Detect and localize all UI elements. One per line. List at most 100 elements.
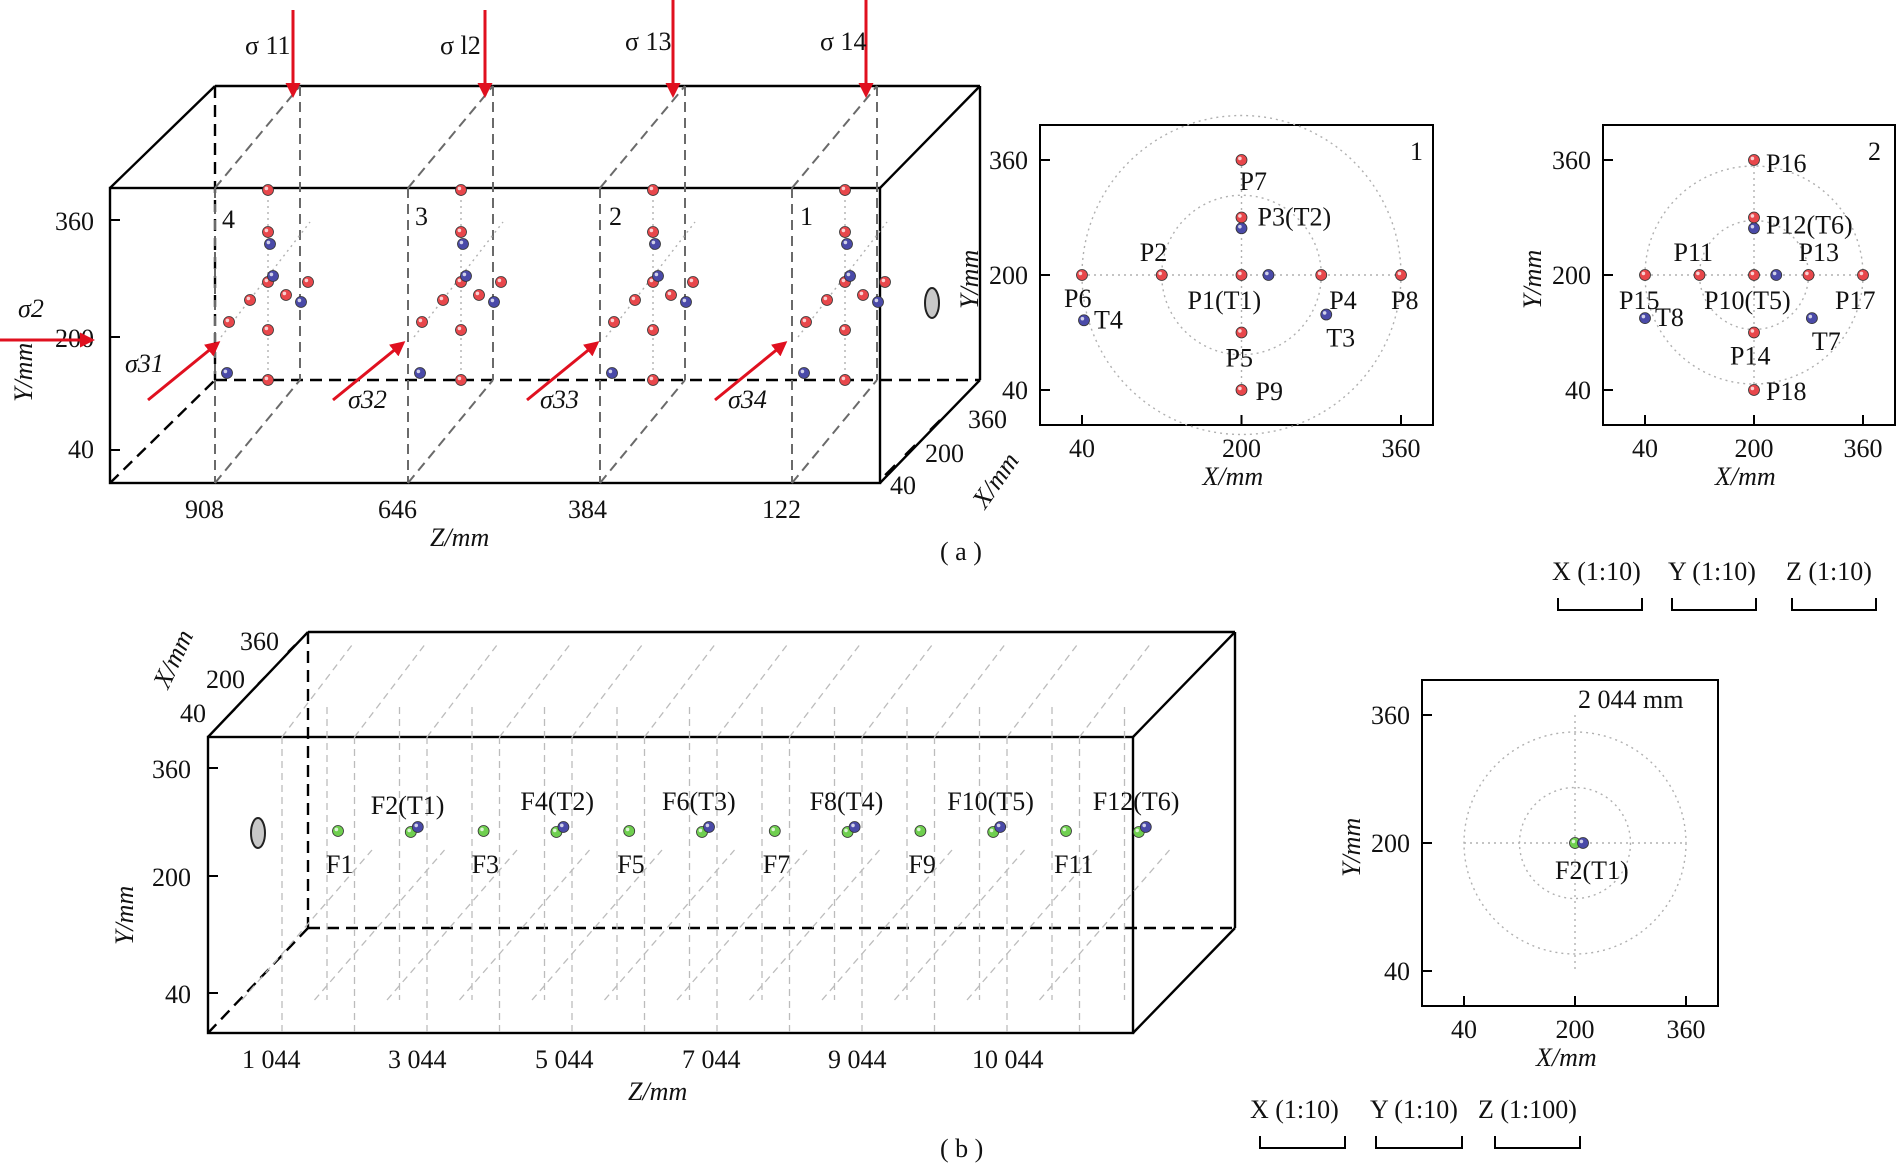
section-label-4: 4 (222, 205, 235, 234)
pressure-point (302, 276, 314, 288)
point-label: F2(T1) (1555, 856, 1629, 885)
point-label: P13 (1799, 238, 1839, 267)
panel-a-caption: ( a ) (940, 537, 982, 566)
temperature-point (1806, 312, 1818, 325)
y-axis-label: Y/mm (9, 343, 38, 402)
temperature-point (703, 821, 715, 833)
temperature-point (1139, 821, 1152, 833)
pressure-point (647, 374, 659, 386)
point-label: P18 (1766, 377, 1806, 406)
scale-legend-a: X (1:10) Y (1:10) Z (1:10) (1552, 557, 1877, 611)
section-view-1: 40 200 360 360 200 40 X/mm Y/mm 1 P7 P3(T2) P2 P6 P1(… (955, 114, 1434, 491)
scale-legend-b: X (1:10) Y (1:10) Z (1:100) (1250, 1095, 1581, 1149)
pressure-point (280, 289, 292, 301)
point-label: F11 (1054, 850, 1094, 879)
fracture-point (332, 825, 344, 837)
x-tick-40: 40 (180, 699, 206, 728)
scale-label-z: Z (1:10) (1786, 557, 1872, 586)
x-tick-360: 360 (1844, 434, 1883, 463)
x-tick-360: 360 (240, 627, 279, 656)
temperature-point (848, 821, 861, 833)
temperature-point (295, 296, 307, 308)
pressure-point (665, 289, 677, 301)
scale-label-y: Y (1:10) (1370, 1095, 1458, 1124)
section-view-2: 40 200 360 360 200 40 X/mm Y/mm 2 P16 P12(T6) P11 P1… (1518, 124, 1896, 491)
temperature-point (649, 238, 661, 250)
pressure-point (223, 316, 235, 328)
pressure-point (1693, 269, 1706, 281)
z-tick-9044: 9 044 (828, 1045, 887, 1074)
pressure-point (1639, 269, 1651, 281)
point-label: F4(T2) (520, 787, 594, 816)
stress-label-13: σ 13 (625, 27, 672, 56)
pressure-point (800, 316, 812, 328)
x-tick-40: 40 (1069, 434, 1095, 463)
block-measure-points (221, 184, 891, 386)
y-tick-200: 200 (152, 863, 191, 892)
section-label-3: 3 (415, 202, 428, 231)
point-label: P5 (1226, 344, 1253, 373)
point-label: P7 (1240, 167, 1267, 196)
pressure-point (1235, 384, 1248, 396)
scale-label-x: X (1:10) (1552, 557, 1641, 586)
y-tick-40: 40 (165, 980, 191, 1009)
fracture-point (1060, 825, 1072, 837)
point-label: F9 (908, 850, 935, 879)
temperature-point (1639, 312, 1651, 325)
temperature-point (411, 821, 424, 833)
pressure-point (416, 316, 428, 328)
temperature-point (1262, 269, 1275, 281)
pressure-point (1748, 154, 1760, 166)
temperature-point (221, 367, 233, 379)
z-tick-908: 908 (185, 495, 224, 524)
temperature-point (414, 367, 426, 379)
stress-label-31: σ31 (125, 349, 164, 378)
x-tick-200: 200 (1556, 1015, 1595, 1044)
temperature-point (1320, 308, 1333, 321)
y-tick-200: 200 (1371, 829, 1410, 858)
x-tick-40: 40 (890, 471, 916, 500)
y-tick-40: 40 (1002, 376, 1028, 405)
pressure-point (879, 276, 891, 288)
point-label: P14 (1730, 342, 1770, 371)
temperature-point (488, 296, 500, 308)
borehole-end (250, 817, 266, 849)
section-view-b: 40 200 360 360 200 40 X/mm Y/mm 2 044 mm F2(T1) (1337, 679, 1719, 1072)
point-label: P9 (1256, 377, 1283, 406)
point-label: T4 (1094, 305, 1123, 334)
stress-label-33: σ33 (540, 385, 579, 414)
borehole-end (924, 287, 940, 319)
fracture-point (623, 825, 636, 837)
pressure-point (629, 294, 641, 306)
point-label: F10(T5) (947, 787, 1034, 816)
temperature-point (680, 296, 692, 308)
pressure-point (1235, 269, 1248, 281)
point-label: P11 (1674, 238, 1714, 267)
point-label: P15 (1619, 286, 1659, 315)
pressure-point (437, 294, 449, 306)
section-label-2: 2 (609, 202, 622, 231)
pressure-point (495, 276, 507, 288)
scale-label-x: X (1:10) (1250, 1095, 1339, 1124)
point-label: F8(T4) (810, 787, 884, 816)
pressure-point (1235, 154, 1248, 166)
point-label: F1 (326, 850, 353, 879)
z-axis-label: Z/mm (628, 1077, 687, 1106)
fracture-point (914, 825, 927, 837)
pressure-point (1748, 326, 1760, 339)
pressure-point (839, 184, 851, 196)
fracture-measure-points: F1 F2(T1) F3 F4(T2) F5 F6(T3) F7 F8(T4) F9 F10(T5… (326, 787, 1179, 879)
pressure-point (262, 324, 274, 336)
section-number: 1 (1410, 137, 1423, 166)
y-tick-200: 200 (1552, 261, 1591, 290)
y-tick-40: 40 (68, 435, 94, 464)
pressure-point (455, 184, 467, 196)
pressure-point (1748, 211, 1760, 224)
scale-label-y: Y (1:10) (1668, 557, 1756, 586)
section-depth-label: 2 044 mm (1578, 685, 1683, 714)
point-label: F7 (763, 850, 790, 879)
temperature-point (557, 821, 570, 833)
pressure-point (608, 316, 620, 328)
point-label: T8 (1655, 303, 1684, 332)
